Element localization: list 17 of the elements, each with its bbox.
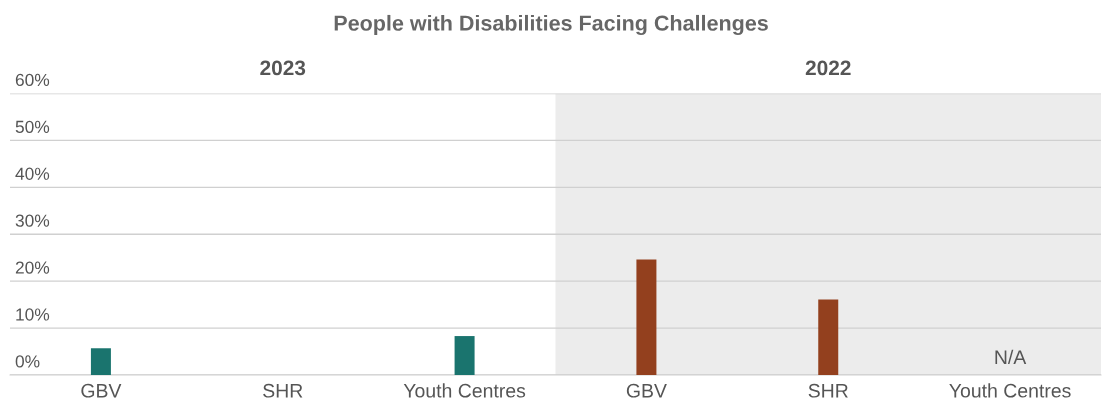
y-tick-label: 50% bbox=[15, 120, 50, 133]
y-tick-label: 0% bbox=[15, 355, 40, 368]
x-tick-label: GBV bbox=[626, 383, 667, 398]
text: 2023 bbox=[260, 60, 306, 76]
y-tick-label: 30% bbox=[15, 214, 50, 227]
x-tick-label: Youth Centres bbox=[949, 383, 1071, 398]
y-tick-label: 60% bbox=[15, 73, 50, 87]
chart-title: People with Disabilities Facing Challenges bbox=[334, 14, 768, 36]
y-tick-label: 40% bbox=[15, 167, 50, 180]
x-tick-label: Youth Centres bbox=[403, 383, 526, 398]
y-tick-label: 20% bbox=[15, 261, 50, 274]
y-tick-label: 10% bbox=[16, 308, 50, 321]
text: 2022 bbox=[805, 60, 851, 76]
x-tick-label: GBV bbox=[81, 383, 122, 398]
x-tick-label: SHR bbox=[263, 383, 303, 398]
text: N/A bbox=[995, 349, 1027, 365]
x-tick-label: SHR bbox=[808, 383, 848, 398]
